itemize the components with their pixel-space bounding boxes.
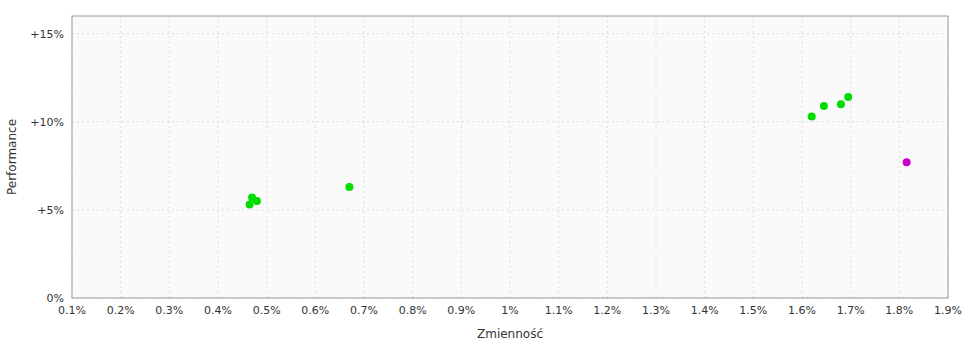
y-tick-label: +10%	[30, 116, 64, 129]
grid-line-x	[850, 16, 851, 298]
plot-area	[72, 16, 948, 298]
grid-line-y	[72, 121, 948, 122]
grid-line-x	[412, 16, 413, 298]
grid-line-x	[656, 16, 657, 298]
x-tick-label: 1.3%	[642, 304, 670, 317]
grid-line-x	[704, 16, 705, 298]
x-tick-label: 1.6%	[788, 304, 816, 317]
grid-line-x	[461, 16, 462, 298]
x-tick-label: 0.1%	[58, 304, 86, 317]
grid-line-x	[899, 16, 900, 298]
point	[903, 158, 911, 166]
grid-line-y	[72, 209, 948, 210]
x-tick-label: 0.5%	[253, 304, 281, 317]
x-tick-label: 0.6%	[301, 304, 329, 317]
series	[246, 93, 853, 209]
x-tick-label: 1.5%	[739, 304, 767, 317]
x-tick-label: 0.9%	[447, 304, 475, 317]
x-tick-label: 1.1%	[545, 304, 573, 317]
point	[808, 112, 816, 120]
points	[246, 93, 911, 209]
y-tick-label: +5%	[37, 204, 64, 217]
x-tick-label: 0.7%	[350, 304, 378, 317]
grid-line-x	[315, 16, 316, 298]
grid-line-x	[266, 16, 267, 298]
y-tick-label: 0%	[47, 292, 64, 305]
point	[837, 100, 845, 108]
x-tick-label: 1.2%	[593, 304, 621, 317]
x-tick-label: 1.7%	[837, 304, 865, 317]
grid-line-x	[169, 16, 170, 298]
point	[246, 201, 254, 209]
x-tick-label: 1%	[501, 304, 518, 317]
grid-line-y	[72, 33, 948, 34]
plot-frame	[72, 16, 948, 298]
x-tick-label: 1.9%	[934, 304, 962, 317]
x-axis-label: Zmienność	[477, 327, 543, 341]
grid-line-x	[364, 16, 365, 298]
x-tick-label: 1.4%	[691, 304, 719, 317]
x-tick-label: 0.3%	[155, 304, 183, 317]
grid-line-x	[802, 16, 803, 298]
grid-line-x	[218, 16, 219, 298]
x-tick-label: 0.8%	[399, 304, 427, 317]
grid-line-x	[558, 16, 559, 298]
grid-line-x	[510, 16, 511, 298]
grid	[72, 16, 948, 298]
y-axis-label: Performance	[5, 119, 19, 195]
chart: 0.1% 0.2% 0.3% 0.4% 0.5% 0.6% 0.7% 0.8% 0.9% 1% 1.…	[0, 0, 966, 350]
grid-line-x	[607, 16, 608, 298]
point	[820, 102, 828, 110]
x-tick-label: 0.4%	[204, 304, 232, 317]
point	[345, 183, 353, 191]
grid-line-x	[120, 16, 121, 298]
series	[903, 158, 911, 166]
point	[253, 197, 261, 205]
grid-line-x	[753, 16, 754, 298]
x-tick-label: 1.8%	[885, 304, 913, 317]
point	[844, 93, 852, 101]
x-tick-label: 0.2%	[107, 304, 135, 317]
y-tick-label: +15%	[30, 28, 64, 41]
